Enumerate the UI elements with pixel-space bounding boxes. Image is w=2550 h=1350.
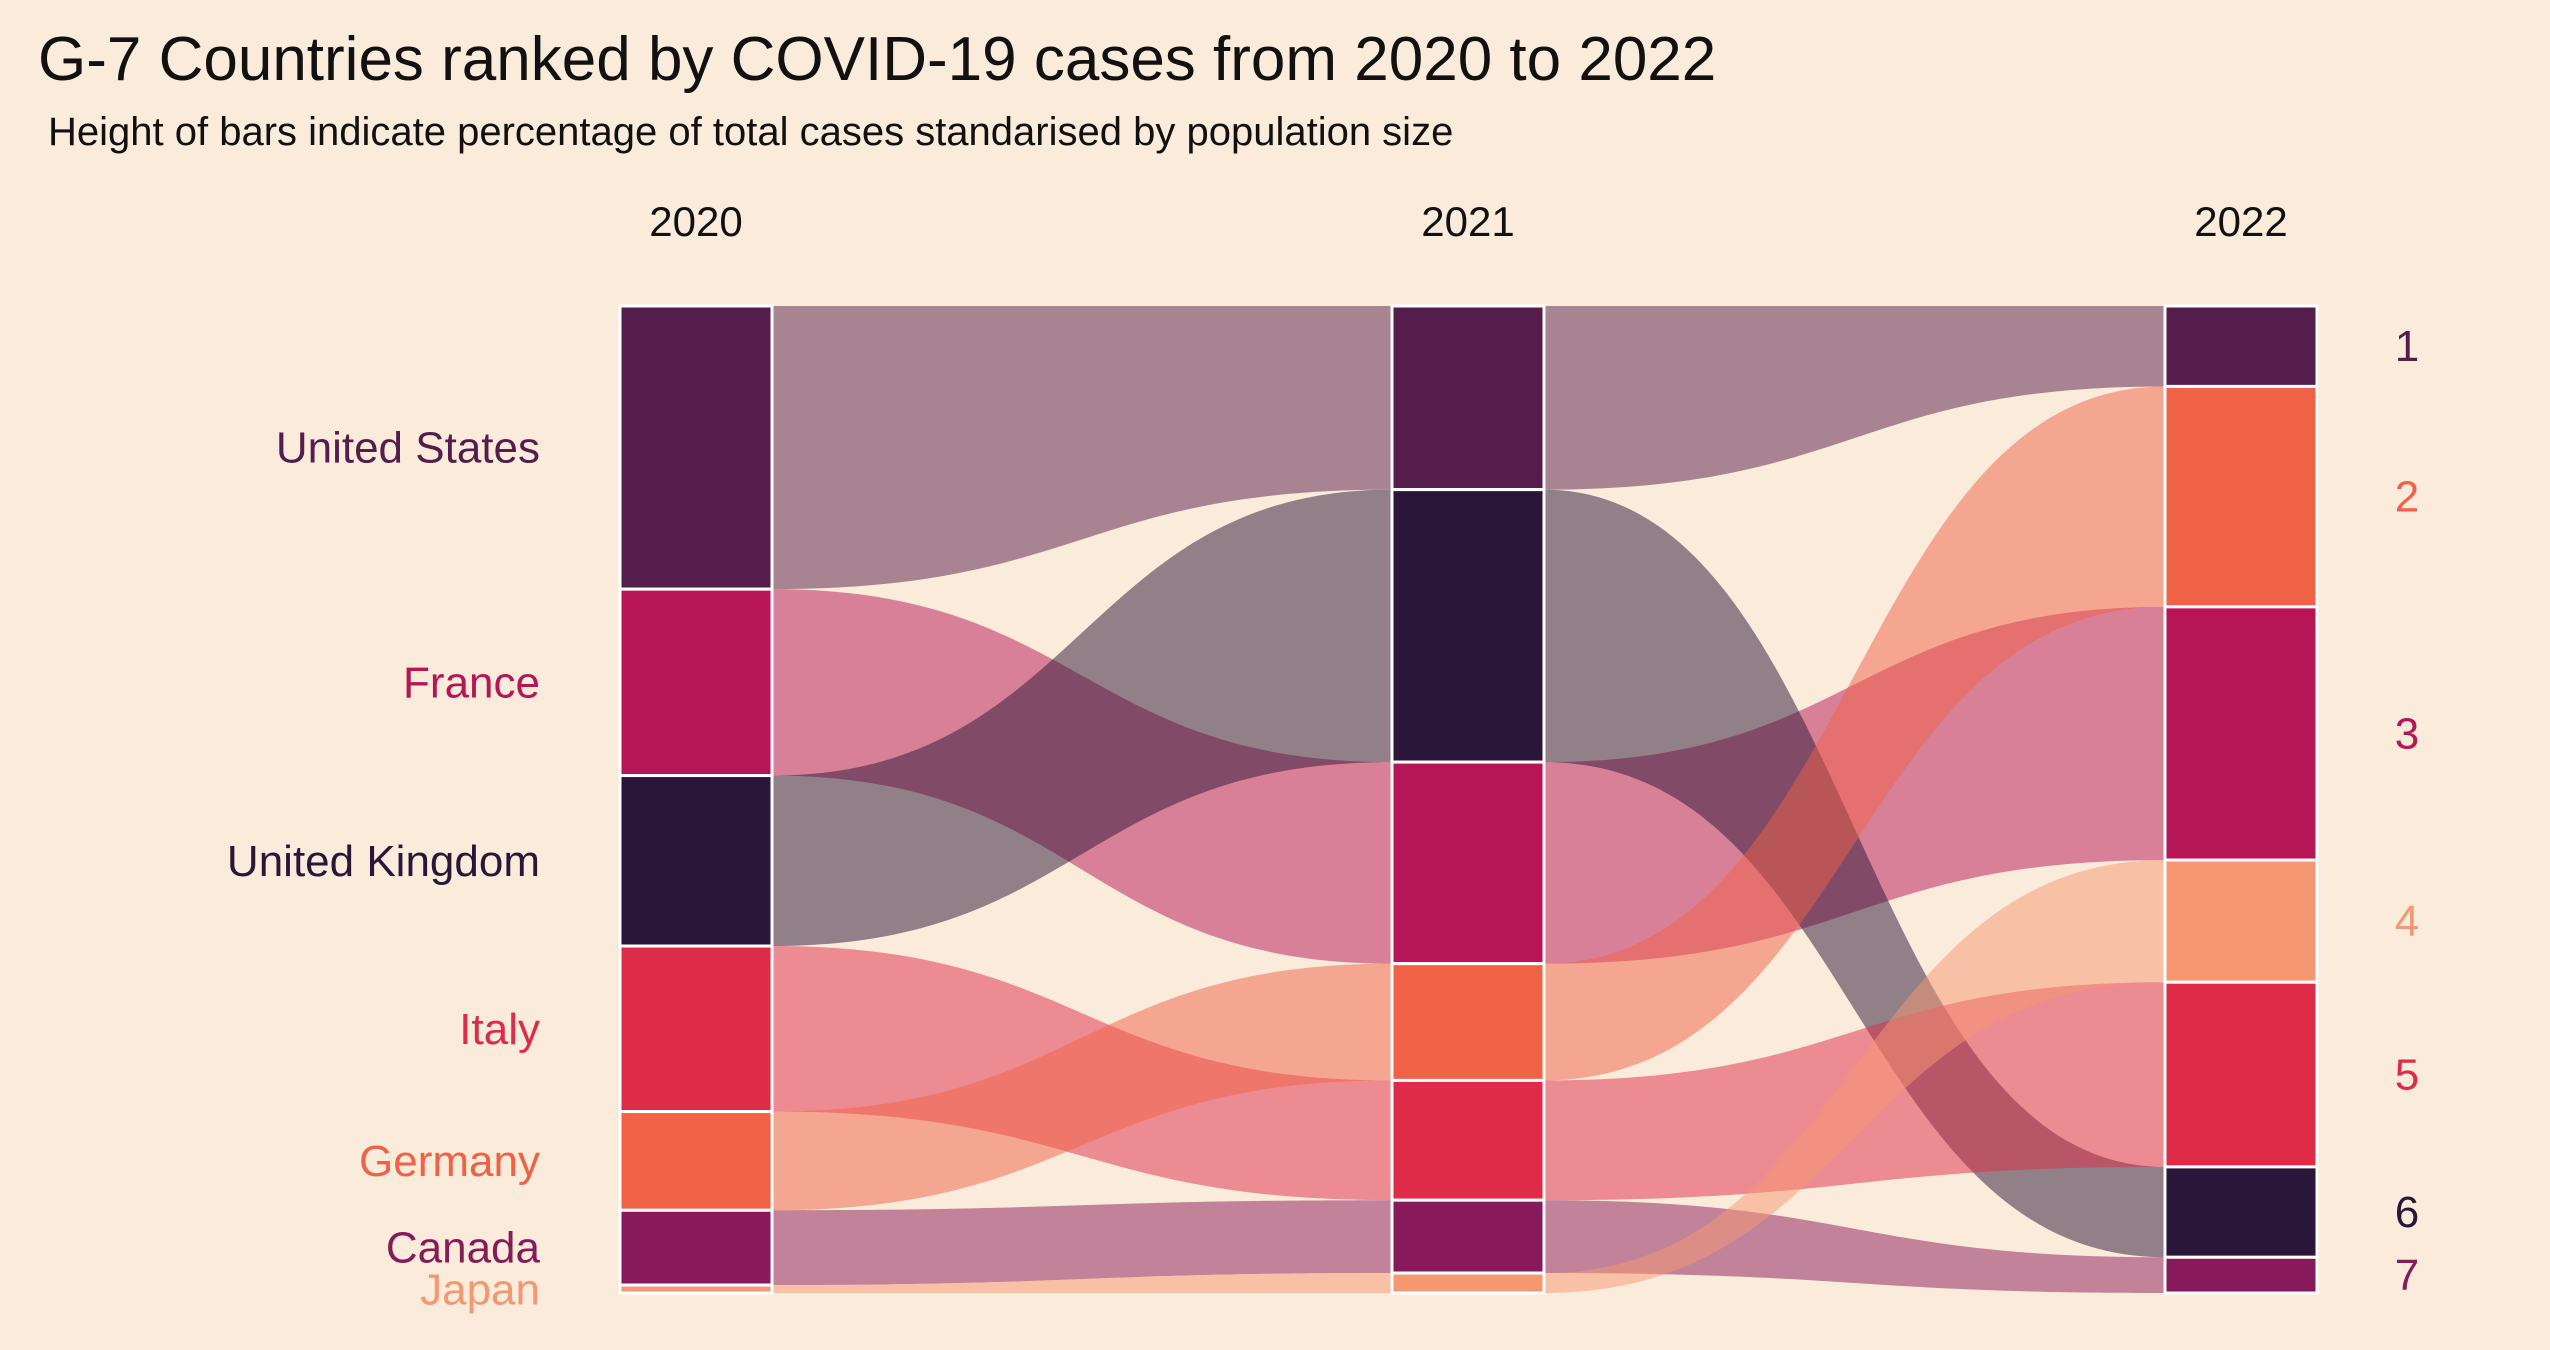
bar-germany-2021 [1390, 962, 1546, 1082]
flow-germany-2020-2021 [772, 963, 1392, 1211]
country-label-united-kingdom: United Kingdom [227, 837, 540, 886]
labels: 2020 2021 2022 United States France United Ki… [227, 198, 2419, 1315]
bar-united-states-2020 [618, 304, 774, 591]
flow-japan-2020-2021 [772, 1273, 1392, 1293]
bar-italy-2022 [2163, 980, 2319, 1169]
bar-italy-2020 [618, 944, 774, 1114]
bar-italy-2021 [1390, 1078, 1546, 1202]
rank-label-3: 3 [2395, 709, 2419, 758]
bars [618, 304, 2319, 1295]
year-label-2021: 2021 [1421, 198, 1514, 245]
flow-united-kingdom-2021-2022 [1544, 489, 2165, 1258]
rank-label-5: 5 [2395, 1051, 2419, 1100]
country-label-germany: Germany [359, 1137, 540, 1186]
bar-canada-2022 [2163, 1255, 2319, 1295]
rank-label-4: 4 [2395, 897, 2419, 946]
bar-united-states-2022 [2163, 304, 2319, 388]
rank-label-1: 1 [2395, 322, 2419, 371]
flow-canada-2021-2022 [1544, 1200, 2165, 1293]
bar-france-2021 [1390, 760, 1546, 966]
flows [772, 306, 2165, 1293]
rank-label-2: 2 [2395, 473, 2419, 522]
bar-united-states-2021 [1390, 304, 1546, 492]
year-label-2022: 2022 [2194, 198, 2287, 245]
bar-japan-2021 [1390, 1271, 1546, 1295]
country-label-italy: Italy [459, 1005, 540, 1054]
bar-united-kingdom-2022 [2163, 1165, 2319, 1259]
bar-canada-2021 [1390, 1198, 1546, 1275]
bar-japan-2022 [2163, 858, 2319, 984]
flow-japan-2021-2022 [1544, 860, 2165, 1293]
bar-france-2022 [2163, 605, 2319, 862]
chart-subtitle: Height of bars indicate percentage of to… [48, 110, 1454, 154]
rank-label-7: 7 [2395, 1251, 2419, 1300]
flow-canada-2020-2021 [772, 1200, 1392, 1286]
bar-canada-2020 [618, 1208, 774, 1287]
bar-united-kingdom-2020 [618, 774, 774, 948]
chart-title: G-7 Countries ranked by COVID-19 cases f… [38, 25, 1717, 94]
country-label-france: France [403, 658, 540, 707]
bar-japan-2020 [618, 1283, 774, 1295]
flow-united-kingdom-2020-2021 [772, 489, 1392, 947]
bar-germany-2020 [618, 1110, 774, 1212]
country-label-united-states: United States [276, 424, 540, 473]
flow-united-states-2020-2021 [772, 306, 1392, 590]
country-label-japan: Japan [420, 1266, 540, 1315]
bar-germany-2022 [2163, 384, 2319, 609]
country-label-canada: Canada [386, 1224, 541, 1273]
bar-united-kingdom-2021 [1390, 488, 1546, 764]
year-label-2020: 2020 [649, 198, 742, 245]
flow-united-states-2021-2022 [1544, 306, 2165, 490]
bar-france-2020 [618, 587, 774, 778]
rank-label-6: 6 [2395, 1188, 2419, 1237]
flow-germany-2021-2022 [1544, 386, 2165, 1081]
